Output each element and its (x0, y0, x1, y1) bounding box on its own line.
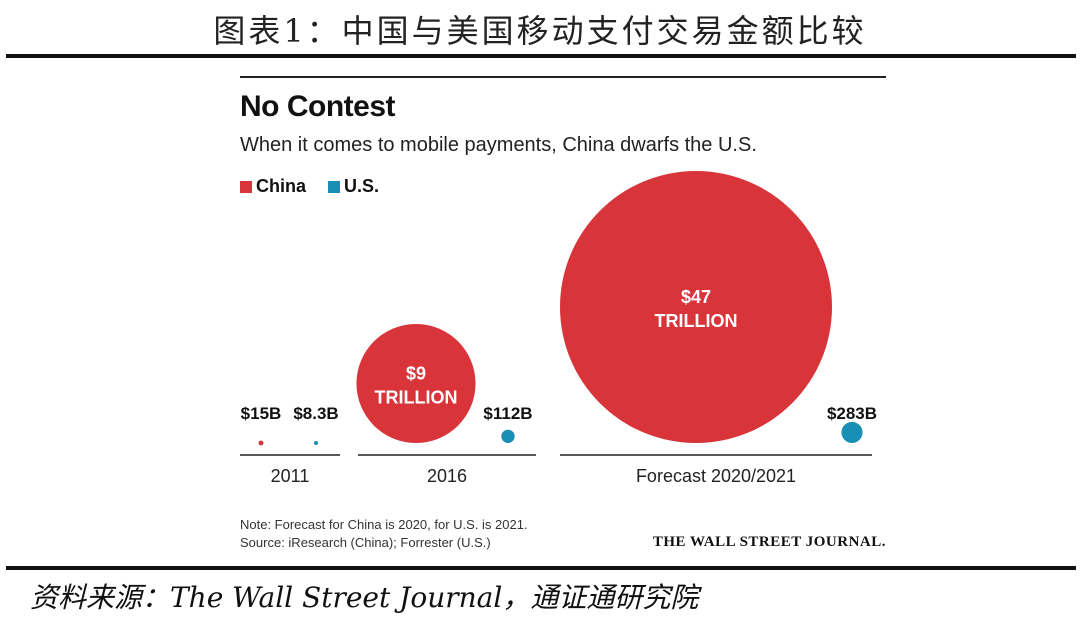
china-bubble (258, 440, 264, 446)
us-bubble (314, 441, 318, 445)
us-value-label: $112B (483, 404, 532, 423)
chart-card: No Contest When it comes to mobile payme… (240, 62, 888, 556)
chart-top-line (240, 76, 886, 78)
figure-caption: 图表1：中国与美国移动支付交易金额比较 (213, 12, 867, 50)
source-text: Source: iResearch (China); Forrester (U.… (240, 535, 491, 550)
legend-swatch-china (240, 180, 252, 193)
legend-item-china: China (240, 176, 306, 197)
us-bubble (501, 429, 515, 443)
china-value-label: $47 (681, 287, 711, 307)
china-value-unit: TRILLION (655, 311, 738, 331)
chart-title: No Contest (240, 90, 396, 123)
bottom-rule (6, 566, 1076, 570)
china-value-unit: TRILLION (375, 387, 458, 407)
legend-item-us: U.S. (328, 176, 379, 197)
group-label: 2011 (271, 466, 310, 486)
china-bubble (356, 323, 476, 443)
us-value-label: $283B (827, 404, 877, 423)
note-text: Note: Forecast for China is 2020, for U.… (240, 517, 528, 532)
legend-label-us: U.S. (344, 176, 380, 196)
group-label: Forecast 2020/2021 (636, 466, 796, 486)
group-label: 2016 (427, 466, 467, 486)
legend-swatch-us (328, 180, 341, 193)
chart-subtitle: When it comes to mobile payments, China … (240, 134, 757, 156)
bubble-plot: 2011 $15B $8.3B 2016 $9 TRILLION $112B Forecast… (240, 171, 877, 486)
us-value-label: $8.3B (293, 404, 338, 423)
us-bubble (841, 421, 863, 444)
chart-note: Note: Forecast for China is 2020, for U.… (240, 516, 528, 552)
chart-legend: China U.S. (240, 176, 379, 197)
china-bubble (560, 171, 832, 443)
publisher-wordmark: THE WALL STREET JOURNAL. (652, 534, 886, 550)
top-rule (6, 54, 1076, 58)
figure-source: 资料来源：The Wall Street Journal，通证通研究院 (30, 581, 699, 614)
china-value-label: $15B (241, 404, 282, 423)
china-value-label: $9 (406, 363, 426, 383)
legend-label-china: China (256, 176, 307, 196)
